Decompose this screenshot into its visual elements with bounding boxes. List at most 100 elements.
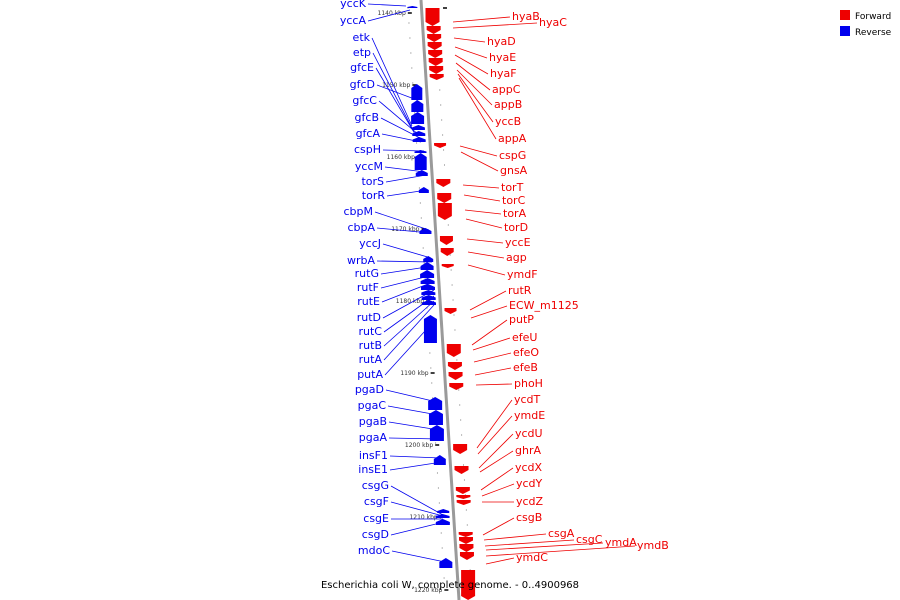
forward-gene-leader — [477, 415, 513, 455]
gene-label-yccb: yccB — [495, 115, 521, 128]
gene-label-ymdf: ymdF — [507, 268, 538, 281]
forward-gene-block — [449, 383, 464, 390]
reverse-gene-leader — [386, 189, 428, 197]
kbp-tick-label: 1170 kbp — [391, 226, 419, 233]
forward-gene-block — [427, 34, 442, 42]
forward-gene-leader — [469, 290, 507, 311]
reverse-gene-leader — [384, 166, 426, 173]
forward-gene-block — [427, 42, 442, 50]
reverse-gene-leader — [372, 52, 414, 131]
reverse-gene-leader — [382, 243, 432, 259]
gene-label-ghra: ghrA — [515, 444, 541, 457]
reverse-gene-block — [423, 315, 437, 343]
reverse-gene-leader — [367, 9, 411, 22]
gene-label-pgaa: pgaA — [359, 431, 388, 444]
gene-label-csgd: csgD — [362, 528, 389, 541]
gene-label-inse1: insE1 — [358, 463, 388, 476]
gene-label-ecw-m1125: ECW_m1125 — [509, 299, 579, 312]
forward-gene-leader — [456, 69, 493, 106]
gene-label-insf1: insF1 — [359, 449, 388, 462]
gene-label-agp: agp — [506, 251, 527, 264]
reverse-gene-block — [411, 112, 425, 124]
gene-label-rute: rutE — [357, 295, 380, 308]
reverse-gene-block — [437, 509, 450, 513]
kbp-tick-label: 1150 kbp — [382, 82, 410, 89]
forward-gene-leader — [458, 77, 497, 140]
gene-label-pgad: pgaD — [355, 383, 384, 396]
forward-gene-block — [454, 466, 469, 474]
gene-label-etk: etk — [353, 31, 371, 44]
forward-gene-leader — [481, 483, 515, 497]
gene-label-yccm: yccM — [355, 160, 383, 173]
forward-gene-block — [440, 248, 454, 256]
gene-label-efeo: efeO — [513, 346, 539, 359]
forward-gene-block — [434, 143, 447, 148]
reverse-gene-leader — [387, 405, 439, 416]
gene-label-pgac: pgaC — [358, 399, 387, 412]
gene-label-ycck: yccK — [340, 0, 367, 10]
kbp-tick-label: 1180 kbp — [396, 298, 424, 305]
forward-gene-block — [447, 362, 462, 370]
gene-label-tort: torT — [501, 181, 524, 194]
reverse-strand-genes: yccK yccA etk etp gfcE gfcD gfcC gfcB gfcA cspH yc… — [340, 0, 453, 568]
reverse-gene-leader — [388, 421, 440, 431]
forward-gene-block — [439, 236, 453, 245]
forward-gene-leader — [464, 209, 502, 215]
legend-reverse-label: Reverse — [855, 28, 892, 38]
gene-label-gfce: gfcE — [350, 61, 374, 74]
legend-forward-label: Forward — [855, 12, 891, 22]
forward-gene-block — [446, 344, 461, 357]
reverse-gene-leader — [371, 37, 413, 127]
forward-gene-leader — [454, 54, 489, 75]
reverse-gene-block — [420, 262, 434, 270]
reverse-gene-leader — [390, 485, 444, 516]
forward-gene-leader — [473, 352, 512, 363]
reverse-gene-leader — [385, 174, 427, 183]
forward-gene-block — [459, 552, 474, 560]
gene-label-csgg: csgG — [362, 479, 389, 492]
reverse-gene-leader — [378, 100, 420, 136]
reverse-gene-leader — [389, 455, 442, 459]
forward-gene-leader — [453, 37, 486, 43]
forward-gene-block — [453, 444, 468, 454]
forward-gene-leader — [482, 517, 515, 536]
forward-gene-block — [437, 193, 452, 203]
forward-gene-block — [455, 487, 470, 494]
forward-gene-leader — [471, 319, 508, 346]
legend: Forward Reverse — [840, 10, 892, 38]
forward-gene-leader — [479, 450, 514, 473]
gene-label-tora: torA — [503, 207, 527, 220]
forward-gene-leader — [467, 251, 505, 259]
gene-label-gfca: gfcA — [356, 127, 381, 140]
gene-label-appc: appC — [492, 83, 521, 96]
forward-gene-block — [428, 50, 443, 58]
forward-gene-leader — [457, 73, 494, 123]
forward-gene-leader — [483, 533, 547, 541]
reverse-gene-leader — [390, 521, 445, 536]
reverse-gene-block — [421, 295, 436, 300]
forward-gene-leader — [485, 542, 604, 551]
gene-label-cspg: cspG — [499, 149, 526, 162]
gene-label-csgb: csgB — [516, 511, 542, 524]
reverse-gene-leader — [375, 67, 416, 135]
reverse-gene-block — [420, 278, 435, 284]
reverse-gene-block — [422, 300, 436, 305]
gene-label-rutd: rutD — [357, 311, 381, 324]
forward-gene-leader — [480, 467, 514, 491]
forward-gene-leader — [452, 22, 538, 29]
reverse-gene-block — [411, 84, 423, 100]
forward-gene-block — [459, 544, 474, 552]
forward-gene-leader — [478, 433, 514, 469]
forward-gene-leader — [474, 367, 512, 376]
reverse-gene-block — [411, 125, 425, 130]
gene-label-ymde: ymdE — [514, 409, 545, 422]
gene-label-hyad: hyaD — [487, 35, 516, 48]
reverse-gene-leader — [383, 300, 435, 347]
forward-gene-block — [444, 308, 457, 314]
forward-gene-leader — [466, 238, 504, 244]
reverse-gene-leader — [380, 265, 434, 275]
gene-label-ycce: yccE — [505, 236, 531, 249]
gene-label-hyac: hyaC — [539, 16, 567, 29]
forward-gene-block — [441, 264, 454, 268]
kbp-tick-label: 1140 kbp — [378, 10, 406, 17]
